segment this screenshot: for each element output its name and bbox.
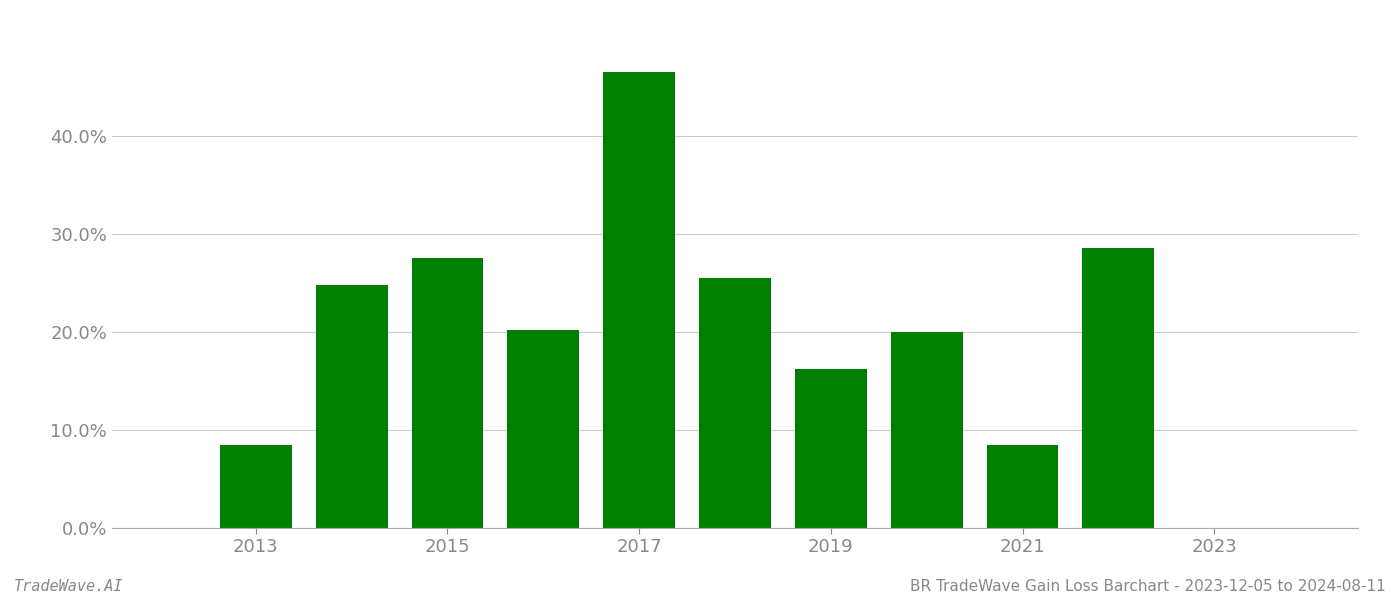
Bar <box>603 72 675 528</box>
Bar <box>412 258 483 528</box>
Bar <box>795 369 867 528</box>
Bar <box>507 330 580 528</box>
Bar <box>699 278 771 528</box>
Bar <box>220 445 291 528</box>
Text: BR TradeWave Gain Loss Barchart - 2023-12-05 to 2024-08-11: BR TradeWave Gain Loss Barchart - 2023-1… <box>910 579 1386 594</box>
Bar <box>890 332 963 528</box>
Bar <box>315 285 388 528</box>
Text: TradeWave.AI: TradeWave.AI <box>14 579 123 594</box>
Bar <box>987 445 1058 528</box>
Bar <box>1082 248 1155 528</box>
